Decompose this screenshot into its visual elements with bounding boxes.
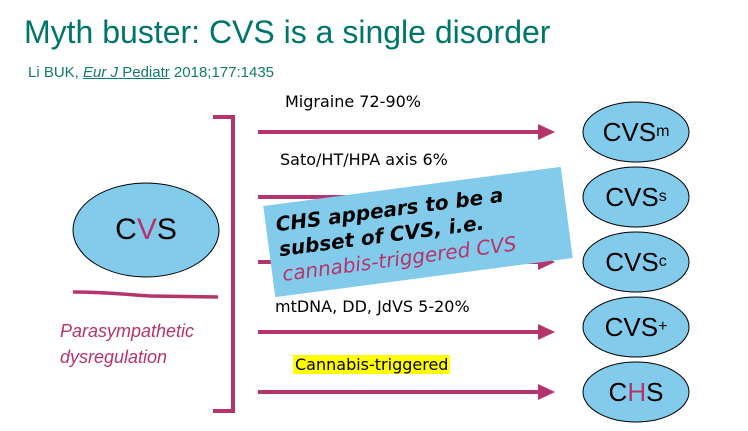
node-sub: c <box>658 253 667 270</box>
letter-s: S <box>646 376 664 407</box>
node-sub: s <box>658 188 667 205</box>
citation-authors: Li BUK, <box>28 64 79 81</box>
letter-c: C <box>115 213 137 246</box>
cvs-m-node: CVS m <box>583 102 689 162</box>
bracket <box>213 115 235 413</box>
divider-line <box>72 290 219 299</box>
letter-s: S <box>156 213 177 246</box>
node-base: CVS <box>604 311 659 342</box>
journal-rest: Pediatr <box>122 64 170 81</box>
node-sub: m <box>656 123 670 140</box>
node-base: CVS <box>605 246 659 277</box>
citation-journal-link[interactable]: Eur J Pediatr <box>83 64 170 81</box>
node-sup: + <box>658 318 668 335</box>
label-migraine: Migraine 72-90% <box>285 92 421 111</box>
citation-details: 2018;177:1435 <box>173 64 275 81</box>
node-base: CVS <box>605 181 659 212</box>
label-sato: Sato/HT/HPA axis 6% <box>280 150 448 169</box>
cvs-ellipse <box>72 182 220 278</box>
slide-title: Myth buster: CVS is a single disorder <box>24 14 551 50</box>
label-cannabis: Cannabis-triggered <box>293 355 451 374</box>
letter-v: V <box>136 213 157 246</box>
cvs-plus-node: CVS + <box>583 297 689 357</box>
label-mtdna: mtDNA, DD, JdVS 5-20% <box>275 297 470 316</box>
letter-c: C <box>608 376 628 407</box>
node-base: CVS <box>602 116 657 147</box>
citation: Li BUK, Eur J Pediatr 2018;177:1435 <box>28 64 274 81</box>
cvs-s-node: CVS s <box>583 167 689 227</box>
journal-abbrev: Eur J <box>83 64 119 81</box>
letter-h: H <box>627 376 647 407</box>
side-note: Parasympathetic dysregulation <box>60 321 195 367</box>
cvs-c-node: CVS c <box>583 232 689 292</box>
